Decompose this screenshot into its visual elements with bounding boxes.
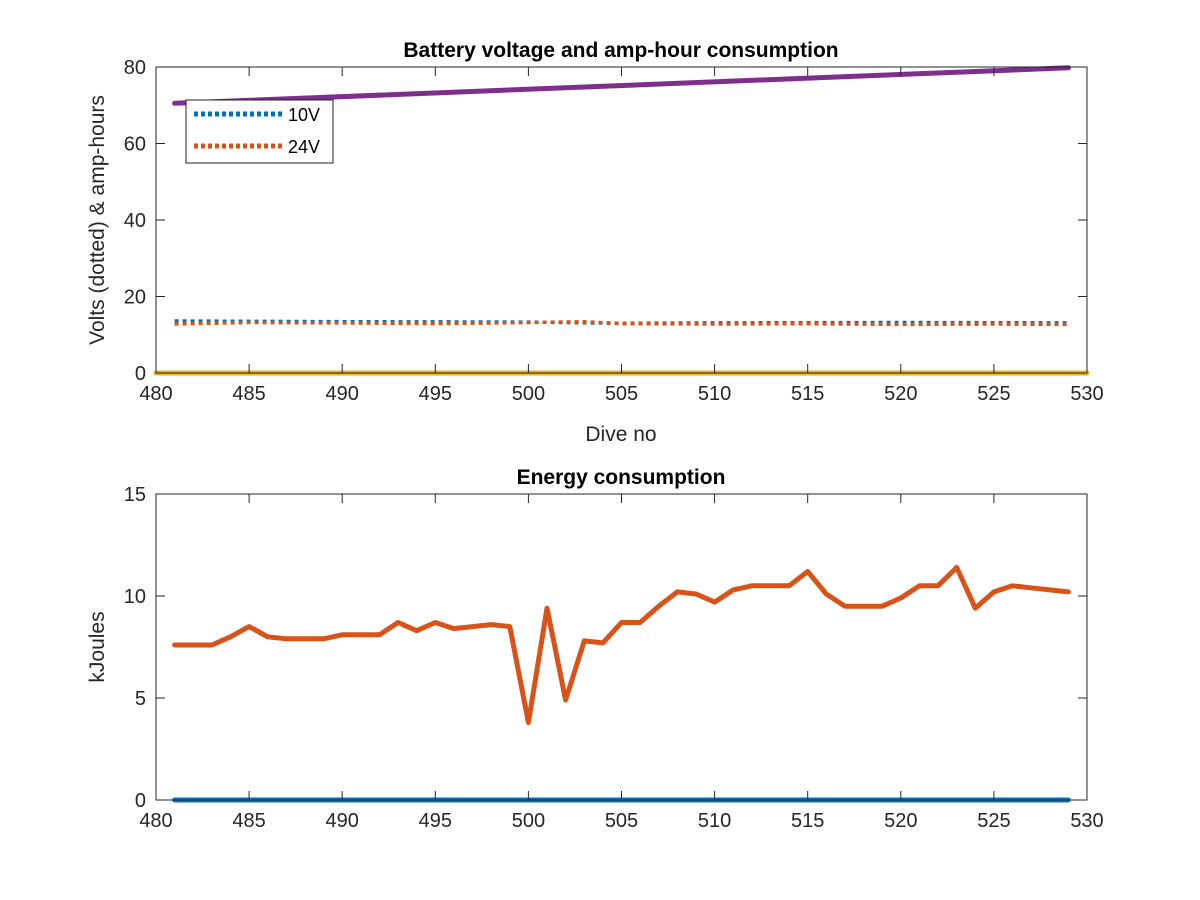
energy-x-tick-label: 515: [791, 810, 824, 832]
energy-y-tick-label: 15: [124, 484, 146, 506]
voltage-series-line-2: [172, 65, 1071, 106]
energy-subplot: Energy consumption 480 485 490 495 500 505 510…: [86, 466, 1104, 832]
energy-y-tick-label: 0: [135, 790, 146, 812]
voltage-x-tick-label: 530: [1070, 383, 1103, 405]
voltage-x-tick-label: 525: [977, 383, 1010, 405]
voltage-ticks: 480 485 490 495 500 505 510 515 520 525 530 0 20 40 60…: [124, 57, 1104, 405]
energy-x-tick-label: 480: [139, 810, 172, 832]
legend-box: [185, 99, 334, 164]
voltage-x-tick-label: 515: [791, 383, 824, 405]
energy-x-tick-label: 485: [232, 810, 265, 832]
voltage-x-tick-label: 520: [884, 383, 917, 405]
energy-x-tick-label: 505: [605, 810, 638, 832]
energy-series-line-1: [172, 564, 1071, 725]
voltage-x-tick-label: 500: [512, 383, 545, 405]
voltage-series-line-1: [174, 319, 1069, 327]
voltage-x-tick-label: 485: [232, 383, 265, 405]
voltage-x-tick-label: 510: [698, 383, 731, 405]
voltage-x-tick-label: 505: [605, 383, 638, 405]
energy-y-tick-label: 10: [124, 586, 146, 608]
voltage-x-tick-label: 480: [139, 383, 172, 405]
voltage-y-tick-label: 80: [124, 57, 146, 79]
voltage-x-tick-label: 495: [419, 383, 452, 405]
energy-y-tick-label: 5: [135, 688, 146, 710]
voltage-y-axis-label: Volts (dotted) & amp-hours: [86, 95, 109, 345]
energy-x-tick-label: 510: [698, 810, 731, 832]
energy-x-tick-label: 495: [419, 810, 452, 832]
energy-y-axis-label: kJoules: [86, 611, 109, 682]
voltage-y-tick-label: 40: [124, 210, 146, 232]
energy-x-tick-label: 500: [512, 810, 545, 832]
energy-x-tick-label: 525: [977, 810, 1010, 832]
voltage-chart-title: Battery voltage and amp-hour consumption: [403, 39, 838, 62]
energy-chart-title: Energy consumption: [517, 466, 726, 489]
voltage-x-axis-label: Dive no: [585, 423, 656, 446]
legend-label-10v: 10V: [288, 105, 320, 125]
voltage-y-tick-label: 0: [135, 363, 146, 385]
voltage-x-tick-label: 490: [326, 383, 359, 405]
voltage-amphour-subplot: Battery voltage and amp-hour consumption…: [86, 39, 1104, 446]
energy-x-tick-label: 520: [884, 810, 917, 832]
energy-x-tick-label: 530: [1070, 810, 1103, 832]
energy-x-tick-label: 490: [326, 810, 359, 832]
voltage-y-tick-label: 60: [124, 134, 146, 156]
legend-label-24v: 24V: [288, 137, 320, 157]
voltage-y-tick-label: 20: [124, 287, 146, 309]
voltage-legend: 10V 24V: [185, 99, 334, 164]
